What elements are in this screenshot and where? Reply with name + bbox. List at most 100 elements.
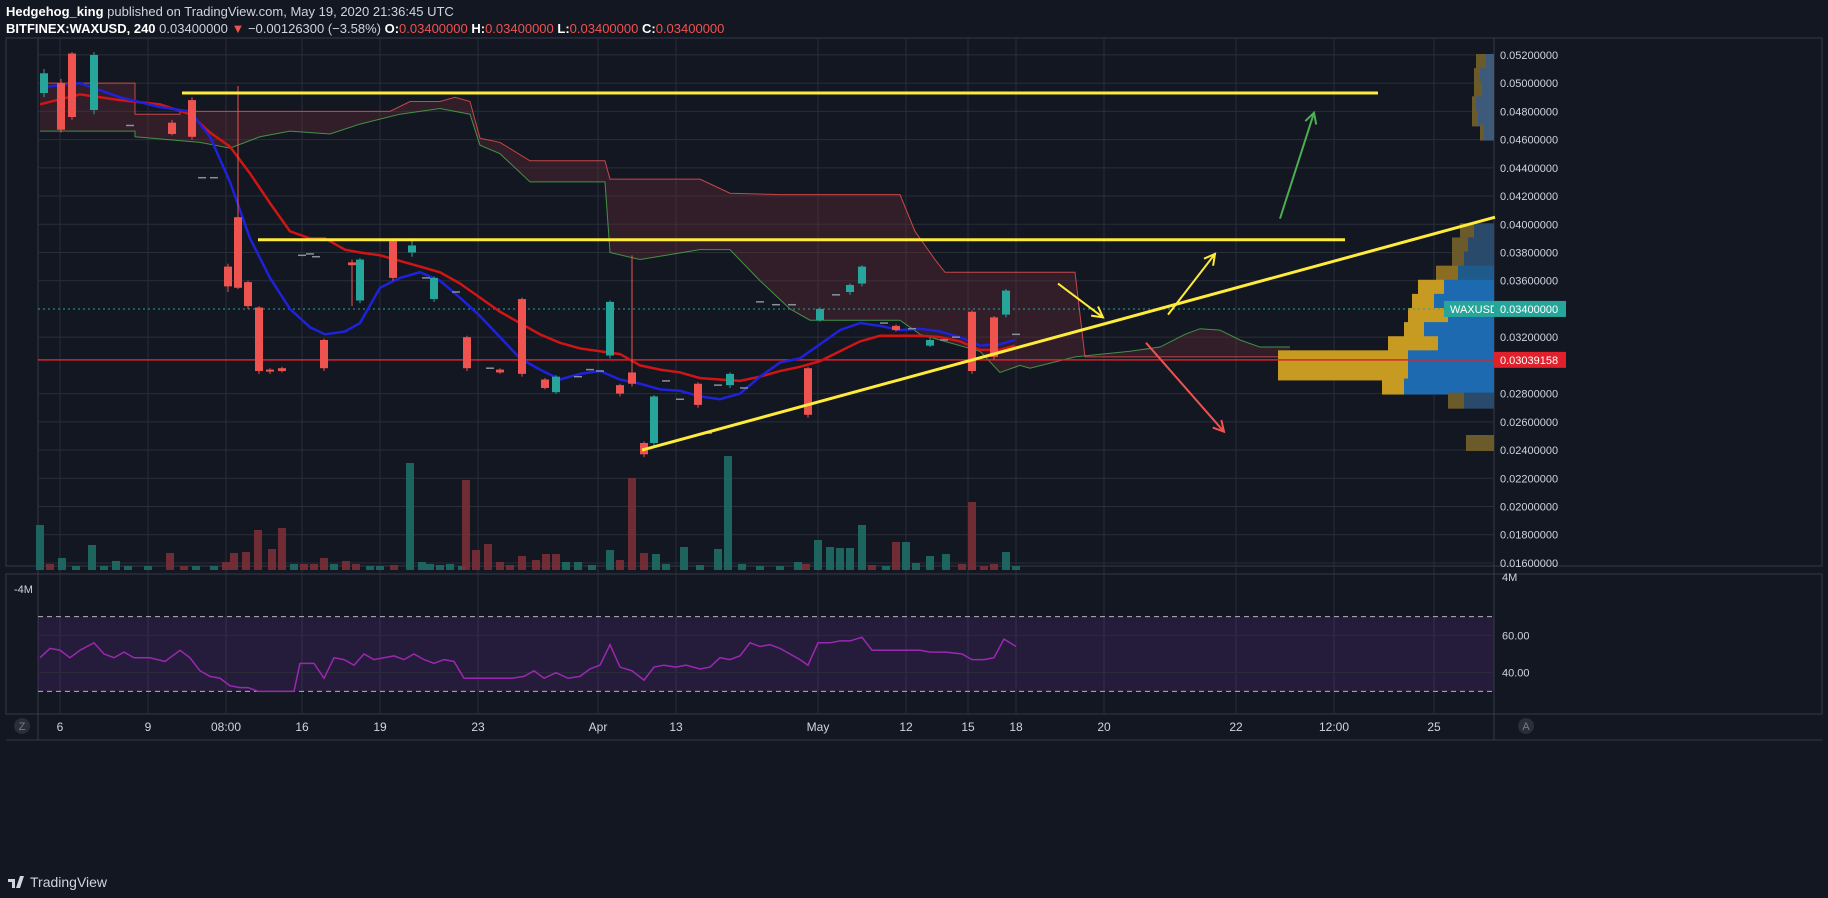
price-tick-label: 0.02000000	[1500, 501, 1558, 513]
volume-bar	[342, 561, 350, 570]
author[interactable]: Hedgehog_king	[6, 4, 104, 19]
volume-bar	[868, 565, 876, 570]
chart-canvas[interactable]: 0.05200000 0.05000000 0.04800000 0.04600000…	[0, 0, 1828, 866]
price-tick-label: 0.01600000	[1500, 558, 1558, 570]
z-button-label: Z	[19, 721, 26, 733]
footer: TradingView	[0, 866, 1828, 898]
candle	[541, 379, 549, 388]
tradingview-logo[interactable]: TradingView	[8, 874, 107, 890]
volume-bar	[606, 550, 614, 570]
volume-bar	[542, 554, 550, 570]
candle	[90, 54, 98, 110]
volume-bar	[826, 547, 834, 570]
price-tick-label: 0.02800000	[1500, 389, 1558, 401]
volume-profile-row-value	[1404, 378, 1494, 395]
volume-profile-row-value	[1458, 265, 1494, 282]
volume-profile-row	[1474, 68, 1480, 85]
volume-profile-row-value	[1482, 82, 1494, 99]
volume-bar	[300, 564, 308, 570]
volume-left-label: -4M	[14, 584, 33, 596]
volume-bar	[662, 564, 670, 570]
volume-bar	[352, 564, 360, 570]
volume-bar	[912, 563, 920, 570]
volume-profile-row-value	[1464, 251, 1494, 268]
volume-profile-row	[1418, 279, 1444, 296]
volume-bar	[484, 544, 492, 570]
volume-bar	[436, 565, 444, 570]
symbol[interactable]: BITFINEX:WAXUSD, 240	[6, 21, 156, 36]
red-line-badge	[1494, 351, 1566, 368]
auto-scale-button[interactable]: A	[1518, 718, 1534, 734]
price-change: −0.00126300 (−3.58%)	[247, 21, 381, 36]
candle	[408, 245, 416, 253]
time-tick-label: 15	[961, 720, 975, 734]
candle	[846, 284, 854, 293]
candle	[968, 311, 976, 372]
arrow-head-icon	[1212, 419, 1226, 434]
time-tick-label: 19	[373, 720, 387, 734]
volume-bar	[390, 565, 398, 570]
price-tick-label: 0.04000000	[1500, 219, 1558, 231]
volume-bar	[968, 502, 976, 570]
time-tick-label: 20	[1097, 720, 1111, 734]
rsi-band	[38, 616, 1494, 692]
arrow-head-icon	[1090, 306, 1105, 319]
volume-bar	[112, 561, 120, 570]
candle	[606, 301, 614, 356]
time-tick-label: May	[807, 720, 830, 734]
volume-profile-row-value	[1480, 68, 1494, 85]
candle	[616, 385, 624, 394]
volume-bar	[562, 562, 570, 570]
price-tick-label: 0.02400000	[1500, 445, 1558, 457]
volume-bar	[166, 553, 174, 570]
volume-profile-row	[1404, 322, 1424, 339]
candle	[348, 262, 356, 266]
price-tick-label: 0.03200000	[1500, 332, 1558, 344]
candle	[234, 217, 242, 288]
candle	[552, 376, 560, 393]
candle	[804, 368, 812, 415]
last-price: 0.03400000	[159, 21, 228, 36]
symbol-badge	[1444, 300, 1494, 317]
candle	[255, 307, 263, 372]
price-tick-label: 0.03800000	[1500, 247, 1558, 259]
volume-profile-row-value	[1486, 53, 1494, 70]
candle	[266, 369, 274, 372]
open-value: 0.03400000	[399, 21, 468, 36]
time-tick-label: 23	[471, 720, 485, 734]
volume-bar	[958, 564, 966, 570]
volume-bar	[320, 558, 328, 570]
z-button[interactable]: Z	[14, 718, 30, 734]
volume-bar	[680, 547, 688, 570]
volume-bar	[290, 564, 298, 570]
volume-bar	[532, 560, 540, 570]
volume-bar	[254, 530, 262, 570]
time-tick-label: Apr	[589, 720, 608, 734]
volume-profile-row-value	[1468, 237, 1494, 254]
time-tick-label: 08:00	[211, 720, 241, 734]
candle	[278, 368, 286, 372]
volume-bar	[724, 456, 732, 570]
volume-profile-row	[1436, 265, 1458, 282]
candle	[650, 396, 658, 443]
high-label: H:	[471, 21, 486, 36]
publish-info: Hedgehog_king published on TradingView.c…	[6, 4, 454, 19]
volume-profile-row	[1472, 110, 1478, 127]
time-tick-label: 18	[1009, 720, 1023, 734]
volume-profile-row-value	[1438, 336, 1494, 353]
time-tick-label: 22	[1229, 720, 1243, 734]
volume-profile-row	[1412, 293, 1434, 310]
candle	[224, 266, 232, 287]
volume-bar	[496, 562, 504, 570]
arrow-head-icon	[1203, 252, 1217, 266]
arrow-head-icon	[1304, 110, 1318, 125]
low-label: L:	[557, 21, 570, 36]
volume-bar	[980, 566, 988, 570]
rsi-tick-label: 60.00	[1502, 630, 1530, 642]
volume-profile-row	[1278, 364, 1408, 381]
volume-bar	[36, 525, 44, 570]
volume-bar	[230, 553, 238, 570]
z-button-bg	[14, 718, 30, 734]
publish-text: published on TradingView.com, May 19, 20…	[107, 4, 454, 19]
candle	[628, 372, 636, 384]
